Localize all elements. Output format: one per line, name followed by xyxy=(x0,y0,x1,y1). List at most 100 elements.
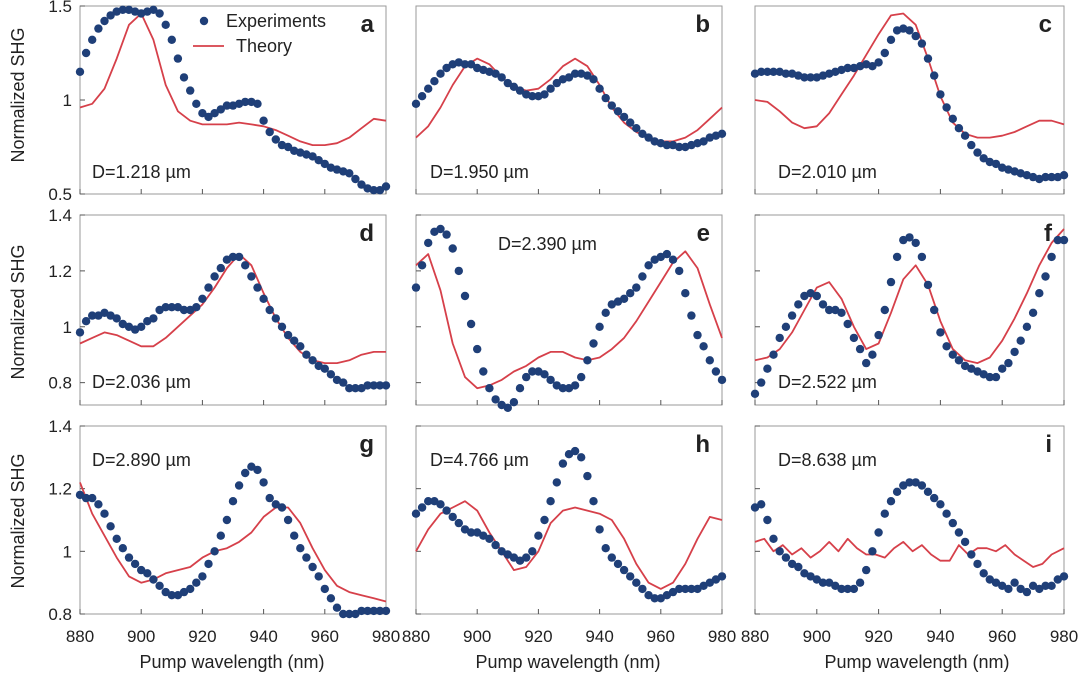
panel-g-experiment-point xyxy=(106,522,115,531)
panel-e-experiment-point xyxy=(662,249,672,259)
panel-a-experiment-point xyxy=(88,35,97,44)
panel-i-experiment-point xyxy=(806,572,815,581)
panel-f-experiment-point xyxy=(787,311,797,320)
panel-g-experiment-point xyxy=(149,575,158,584)
panel-a-letter: a xyxy=(361,11,375,38)
panel-a-experiment-point xyxy=(198,109,207,118)
panel-e-experiment-point xyxy=(528,367,537,376)
panel-i-experiment-point xyxy=(837,584,846,594)
panel-i-xtick-label: 880 xyxy=(741,627,769,646)
panel-c-experiment-point xyxy=(936,90,945,99)
panel-g-experiment-point xyxy=(369,606,378,616)
panel-a-experiment-point xyxy=(351,174,360,184)
panel-f-experiment-point xyxy=(1041,272,1050,281)
panel-c-experiment-point xyxy=(1047,172,1056,182)
panel-i-experiment-point xyxy=(886,497,896,506)
panel-g-experiment-point xyxy=(143,569,152,578)
panel-b-experiment-point xyxy=(491,69,500,78)
panel-d-experiment-point xyxy=(259,294,268,303)
panel-d-experiment-point xyxy=(198,294,207,303)
panel-g-annotation: D=2.890 µm xyxy=(92,450,191,470)
panel-g-ytick-label: 1 xyxy=(63,542,72,561)
panel-e-experiment-point xyxy=(442,230,451,239)
panel-g-experiment-point xyxy=(124,553,134,562)
panel-f-experiment-point xyxy=(954,356,964,365)
panel-f-experiment-point xyxy=(886,277,896,287)
panel-i-xtick-label: 960 xyxy=(988,627,1016,646)
panel-d-frame xyxy=(79,214,387,406)
panel-d-experiment-point xyxy=(381,381,391,390)
panel-c-experiment-point xyxy=(979,154,988,163)
panel-i-experiment-point xyxy=(800,569,809,578)
panel-e-experiment-point xyxy=(668,255,678,264)
panel-f-experiment-point xyxy=(794,300,803,309)
panel-i-experiment-point xyxy=(1047,581,1056,590)
panel-b-experiment-point xyxy=(503,78,512,88)
panel-i-experiment-point xyxy=(1035,584,1044,594)
panel-d-ytick-label: 0.8 xyxy=(48,374,72,393)
panel-f-experiment-point xyxy=(775,333,784,343)
panel-g-frame xyxy=(79,425,387,615)
panel-i-experiment-point xyxy=(1004,584,1013,594)
panel-h-experiment-point xyxy=(485,534,494,543)
panel-d-experiment-point xyxy=(228,252,238,262)
panel-g-experiment-point xyxy=(179,587,189,597)
panel-d-ytick-label: 1 xyxy=(63,318,72,337)
panel-i-letter: i xyxy=(1045,431,1052,458)
panel-g-experiment-point xyxy=(130,559,140,569)
panel-a-experiment-point xyxy=(210,109,219,118)
panel-e-frame xyxy=(415,214,723,406)
panel-c-experiment-point xyxy=(781,69,791,78)
panel-c-experiment-point xyxy=(769,67,778,77)
panel-d: 0.8 1 1.2 1.4 d D=2.036 µm xyxy=(48,206,391,406)
panel-h-xtick-label: 880 xyxy=(402,627,430,646)
panel-g-experiment-point xyxy=(253,465,262,475)
panel-e-experiment-point xyxy=(570,381,580,390)
panel-f-experiment-point xyxy=(837,308,846,317)
panel-e-experiment-point xyxy=(473,344,482,354)
panel-f-experiment-point xyxy=(1022,322,1032,331)
panel-g-experiment-point xyxy=(381,606,391,616)
panel-h-experiment-point xyxy=(595,525,604,534)
panels-layer: 0.5 1 1.5 a D=1.218 µm b D=1.950 µm c D=2.010 µm… xyxy=(48,0,1078,646)
panel-a-experiment-point xyxy=(320,159,329,169)
panel-f-experiment-point xyxy=(1016,336,1025,345)
panel-i-experiment-point xyxy=(868,547,877,556)
panel-c-theory-curve xyxy=(754,12,1065,139)
panel-e-experiment-point xyxy=(540,370,549,379)
panel-g-experiment-point xyxy=(357,606,366,616)
panel-i-experiment-point xyxy=(843,584,852,594)
panel-h-experiment-point xyxy=(650,594,659,603)
panel-a-experiment-point xyxy=(369,186,378,195)
panel-b-experiment-point xyxy=(583,71,592,80)
panel-a-ytick-label: 1 xyxy=(63,91,72,110)
panel-h-experiment-point xyxy=(675,584,684,594)
panel-e-experiment-point xyxy=(717,375,727,385)
panel-h-experiment-point xyxy=(668,587,678,597)
panel-h-experiment-point xyxy=(619,565,629,575)
panel-g-ytick-label: 1.4 xyxy=(48,417,72,436)
panel-d-experiment-point xyxy=(75,328,85,337)
panel-c-letter: c xyxy=(1039,11,1052,38)
panel-i-experiment-point xyxy=(831,581,840,590)
panel-i-xtick-label: 920 xyxy=(864,627,892,646)
panel-g-experiment-point xyxy=(81,493,91,503)
panel-i-experiment-point xyxy=(849,584,859,594)
panel-h-experiment-point xyxy=(546,497,555,506)
panel-b-letter: b xyxy=(695,11,710,38)
panel-i-experiment-point xyxy=(1010,578,1019,587)
panel-d-experiment-point xyxy=(247,272,256,281)
panel-b-experiment-point xyxy=(613,107,623,116)
panel-f-experiment-point xyxy=(905,233,914,242)
panel-d-experiment-point xyxy=(369,381,378,390)
panel-f-experiment-point xyxy=(1059,235,1069,245)
panel-e-experiment-point xyxy=(491,395,500,404)
panel-f-experiment-point xyxy=(998,364,1007,373)
panel-i-experiment-point xyxy=(911,478,920,487)
panel-a-experiment-point xyxy=(283,142,293,152)
panel-e-experiment-point xyxy=(675,266,684,276)
panel-g-experiment-point xyxy=(88,493,97,503)
panel-e-experiment-point xyxy=(466,319,476,329)
panel-f-experiment-point xyxy=(1010,347,1019,357)
